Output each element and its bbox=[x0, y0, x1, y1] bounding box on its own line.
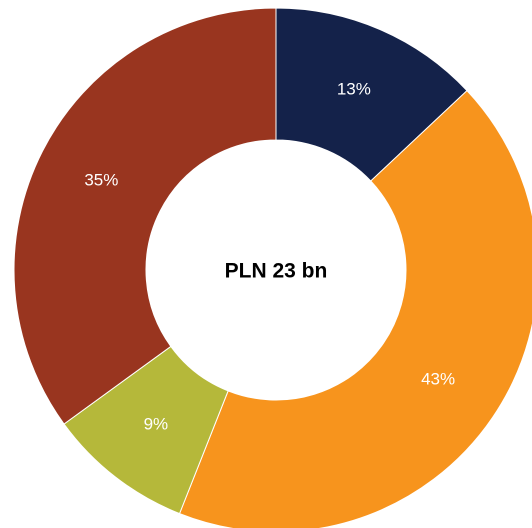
donut-slice bbox=[13, 7, 277, 425]
slice-label: 13% bbox=[337, 80, 371, 99]
donut-slice bbox=[178, 89, 532, 528]
slice-label: 35% bbox=[84, 171, 118, 190]
slice-label: 43% bbox=[421, 370, 455, 389]
center-label: PLN 23 bn bbox=[225, 260, 328, 283]
slice-label: 9% bbox=[144, 414, 169, 433]
